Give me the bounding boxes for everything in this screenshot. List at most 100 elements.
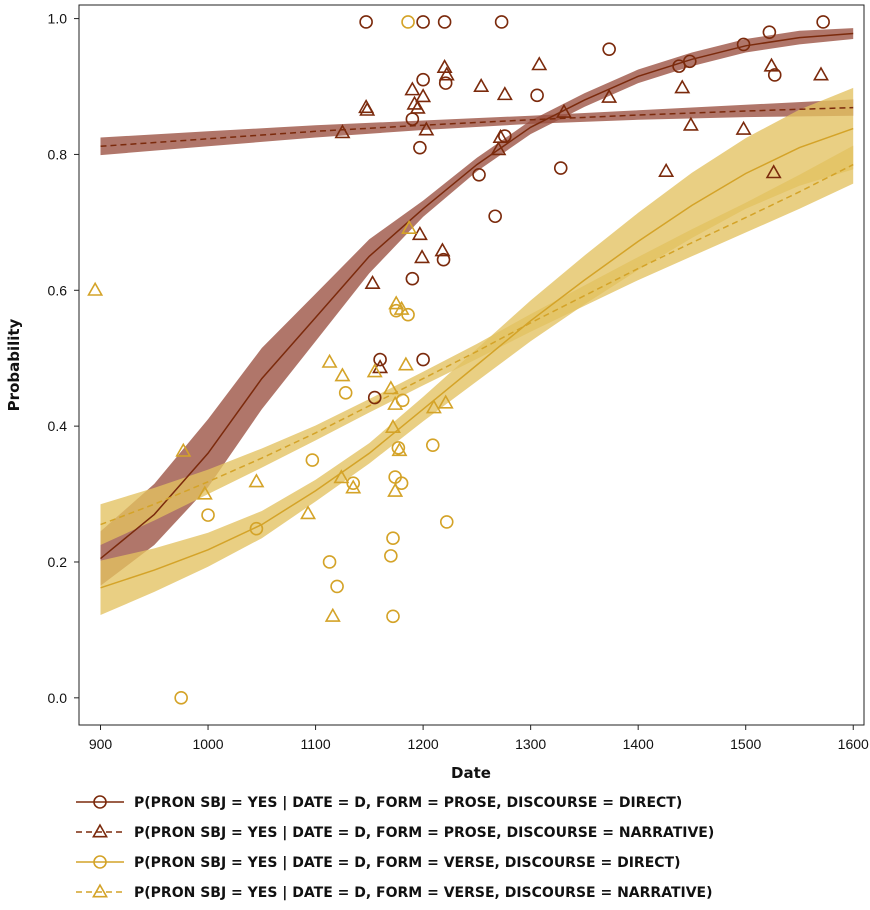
data-point bbox=[305, 453, 320, 467]
data-point bbox=[437, 15, 452, 29]
legend-marker-3 bbox=[93, 855, 107, 869]
data-point bbox=[345, 479, 362, 494]
legend-marker-1 bbox=[93, 795, 107, 809]
data-point bbox=[492, 128, 509, 143]
fitted-curve-4 bbox=[100, 163, 854, 526]
legend: P(PRON SBJ = YES | DATE = D, FORM = PROS… bbox=[76, 795, 714, 901]
data-point bbox=[555, 103, 572, 118]
data-point bbox=[682, 116, 699, 131]
x-tick-label: 900 bbox=[89, 736, 113, 752]
data-point bbox=[175, 442, 192, 457]
data-point bbox=[334, 124, 351, 139]
x-tick-label: 1600 bbox=[838, 736, 869, 752]
data-point bbox=[333, 469, 350, 484]
confidence-band-4 bbox=[100, 145, 854, 545]
data-point bbox=[765, 164, 782, 179]
data-point bbox=[530, 88, 544, 103]
x-tick-label: 1100 bbox=[301, 736, 331, 752]
data-point bbox=[414, 249, 431, 264]
x-tick-label: 1500 bbox=[730, 736, 761, 752]
data-point bbox=[391, 442, 408, 457]
data-point bbox=[387, 395, 404, 410]
data-point bbox=[415, 88, 432, 103]
data-point bbox=[391, 441, 406, 455]
x-tick-label: 1000 bbox=[192, 736, 223, 752]
y-tick-label: 0.6 bbox=[48, 282, 68, 298]
data-point bbox=[174, 691, 188, 705]
data-point bbox=[436, 252, 451, 267]
y-tick-label: 0.8 bbox=[48, 146, 68, 162]
data-point bbox=[359, 15, 373, 29]
data-point bbox=[338, 386, 353, 400]
data-point bbox=[602, 42, 616, 56]
x-tick-label: 1300 bbox=[515, 736, 546, 752]
data-point bbox=[473, 77, 490, 93]
data-point bbox=[393, 300, 410, 315]
confidence-bands bbox=[100, 28, 854, 615]
data-point bbox=[438, 76, 453, 90]
data-point bbox=[364, 274, 381, 290]
data-point bbox=[372, 359, 389, 374]
data-point bbox=[394, 476, 409, 490]
data-point bbox=[366, 363, 383, 378]
fitted-curve-2 bbox=[100, 106, 854, 148]
data-point bbox=[385, 418, 401, 434]
data-point bbox=[494, 15, 509, 29]
data-point bbox=[674, 79, 691, 94]
data-point bbox=[387, 482, 404, 497]
data-point bbox=[404, 81, 421, 96]
legend-label-3: P(PRON SBJ = YES | DATE = D, FORM = VERS… bbox=[134, 855, 681, 871]
data-point bbox=[321, 353, 338, 368]
data-point bbox=[425, 438, 440, 452]
data-point bbox=[488, 209, 502, 224]
data-point bbox=[196, 485, 213, 500]
fitted-curve-1 bbox=[100, 32, 854, 560]
plot-frame bbox=[78, 4, 865, 726]
y-axis-title: Probability bbox=[5, 318, 23, 411]
data-point bbox=[397, 356, 414, 371]
data-point bbox=[87, 281, 104, 296]
data-point bbox=[300, 505, 317, 520]
y-tick-label: 0.2 bbox=[48, 554, 68, 570]
data-point bbox=[416, 352, 430, 367]
data-point bbox=[389, 303, 404, 318]
data-point bbox=[249, 521, 264, 536]
data-point bbox=[658, 162, 675, 177]
data-point bbox=[735, 120, 752, 135]
data-point bbox=[324, 607, 341, 622]
data-point bbox=[201, 508, 215, 522]
y-tick-label: 0.4 bbox=[48, 418, 68, 434]
y-tick-label: 0.0 bbox=[48, 690, 68, 706]
data-point bbox=[384, 549, 398, 563]
data-point bbox=[812, 66, 829, 81]
data-point bbox=[386, 531, 400, 546]
legend-label-1: P(PRON SBJ = YES | DATE = D, FORM = PROS… bbox=[134, 795, 682, 811]
y-axis-ticks: 0.0 0.2 0.4 0.6 0.8 1.0 bbox=[48, 11, 79, 706]
data-point bbox=[736, 37, 751, 52]
x-tick-label: 1200 bbox=[408, 736, 439, 752]
data-point bbox=[425, 399, 442, 414]
data-point bbox=[601, 88, 618, 103]
data-point bbox=[763, 57, 780, 72]
data-point bbox=[248, 473, 265, 488]
data-point bbox=[490, 141, 507, 156]
legend-marker-4 bbox=[92, 883, 108, 898]
x-axis-title: Date bbox=[451, 764, 491, 782]
data-point bbox=[682, 54, 697, 69]
x-axis-ticks: 900 1000 1100 1200 1300 1400 1500 1600 bbox=[89, 725, 869, 752]
data-point bbox=[439, 515, 454, 529]
data-point bbox=[531, 56, 548, 71]
data-point bbox=[388, 295, 405, 310]
legend-label-2: P(PRON SBJ = YES | DATE = D, FORM = PROS… bbox=[134, 825, 714, 841]
data-point bbox=[767, 68, 782, 82]
data-point bbox=[405, 271, 420, 286]
data-point bbox=[322, 555, 337, 569]
data-point bbox=[330, 579, 344, 594]
data-point bbox=[358, 99, 375, 114]
data-point bbox=[816, 15, 830, 29]
data-point bbox=[472, 168, 486, 182]
data-point bbox=[386, 609, 400, 624]
legend-label-4: P(PRON SBJ = YES | DATE = D, FORM = VERS… bbox=[134, 885, 713, 901]
fitted-curves bbox=[100, 32, 854, 589]
